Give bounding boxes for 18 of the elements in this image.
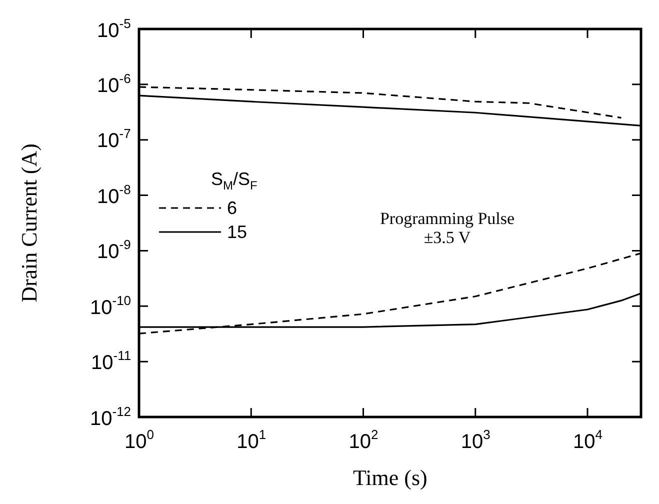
y-tick-label: 10$^{-11}$ [91,348,132,376]
legend-title: S$_{M}$/S$_{F}$ [211,168,258,192]
y-tick-label: 10$^{-5}$ [97,16,131,42]
x-tick-label: 10$^{1}$ [236,427,266,454]
y-tick-label: 10$^{-6}$ [97,70,131,98]
y-tick-label: 10$^{-10}$ [90,292,132,320]
annotation: ±3.5 V [422,228,472,248]
legend-label: 6 [227,198,238,219]
annotation: Programming Pulse [380,209,515,228]
x-tick-label: 10$^{2}$ [348,427,378,454]
legend-label: 15 [227,222,248,243]
y-tick-label: 10$^{-7}$ [97,126,131,154]
x-tick-label: 10$^{4}$ [573,427,602,454]
y-tick-label: 10$^{-9}$ [97,237,131,264]
y-axis-title: Drain Current (A) [16,144,42,302]
y-tick-label: 10$^{-8}$ [97,182,131,209]
x-tick-label: 10$^{3}$ [460,427,490,454]
x-axis-title: Time (s) [353,465,428,491]
